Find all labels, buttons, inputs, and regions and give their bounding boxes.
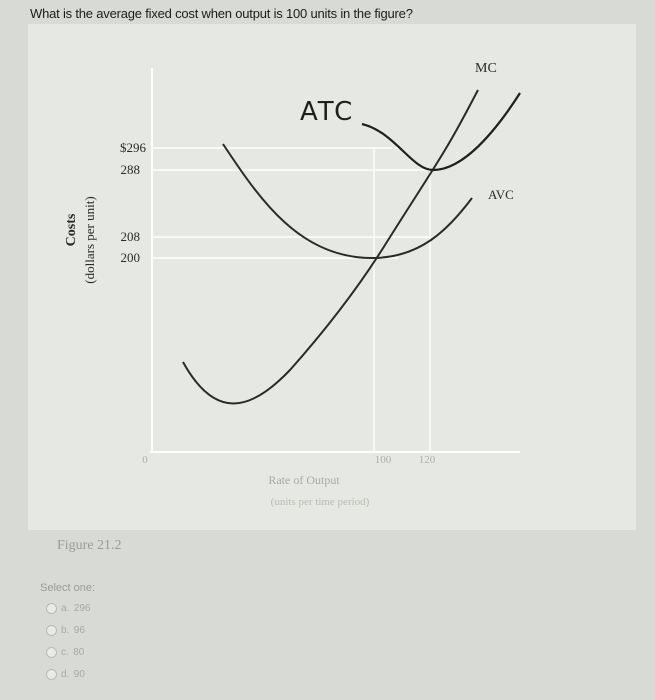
option-a[interactable]: a. 296 (46, 600, 90, 616)
x-tick-120: 120 (419, 454, 436, 466)
y-tick-296: $296 (120, 140, 147, 155)
figure-caption: Figure 21.2 (57, 538, 122, 553)
radio-b[interactable] (46, 624, 57, 636)
option-d-letter: d. (61, 668, 70, 680)
y-axis-title: Costs (64, 213, 79, 246)
option-a-letter: a. (61, 602, 70, 614)
radio-c[interactable] (46, 646, 57, 658)
mc-curve (182, 89, 479, 405)
radio-d[interactable] (46, 668, 57, 680)
x-axis-title: Rate of Output (268, 473, 340, 487)
radio-a[interactable] (46, 602, 57, 614)
option-a-value: 296 (73, 602, 91, 614)
y-tick-288: 288 (121, 162, 141, 177)
option-d[interactable]: d. 90 (46, 666, 85, 682)
figure-panel (28, 24, 636, 530)
avc-label: AVC (488, 187, 514, 202)
question-text: What is the average fixed cost when outp… (30, 6, 413, 21)
mc-label: MC (475, 61, 497, 76)
select-one-label: Select one: (40, 582, 96, 594)
y-tick-208: 208 (121, 229, 141, 244)
y-axis-units: (dollars per unit) (82, 196, 97, 283)
option-c-letter: c. (61, 646, 69, 658)
x-axis-units: (units per time period) (271, 496, 370, 508)
option-c-value: 80 (73, 646, 85, 658)
x-tick-0: 0 (142, 454, 148, 466)
option-d-value: 90 (73, 668, 85, 680)
atc-label: ATC (300, 97, 354, 127)
x-tick-100: 100 (375, 454, 392, 466)
y-tick-200: 200 (121, 250, 141, 265)
option-b-letter: b. (61, 624, 70, 636)
option-b-value: 96 (73, 624, 85, 636)
atc-curve (361, 92, 521, 172)
avc-curve (222, 143, 473, 260)
option-c[interactable]: c. 80 (46, 644, 84, 660)
option-b[interactable]: b. 96 (46, 622, 85, 638)
